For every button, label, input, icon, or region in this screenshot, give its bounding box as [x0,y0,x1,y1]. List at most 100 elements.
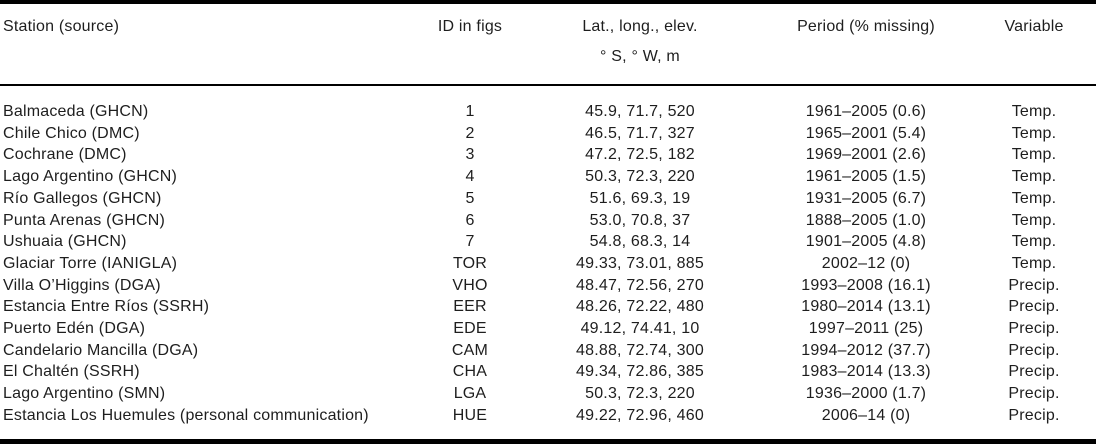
coords-cell: 50.3, 72.3, 220 [585,168,695,186]
col-header-id-units-empty [420,42,520,86]
variable-cell: Precip. [1008,406,1060,424]
coords-cell: 49.22, 72.96, 460 [576,406,704,424]
station-cell: Glaciar Torre (IANIGLA) [3,254,178,272]
variable-cell: Temp. [1011,146,1057,164]
station-cell: Villa O’Higgins (DGA) [3,276,161,294]
header-row-main: Station (source) ID in figs Lat., long.,… [0,4,1096,42]
period-cell: 1980–2014 (13.1) [801,298,931,316]
col-header-variable-units-empty [972,42,1096,86]
coords-cell: 46.5, 71.7, 327 [585,124,695,142]
station-cell: Estancia Los Huemules (personal communic… [3,406,369,424]
table-row: Glaciar Torre (IANIGLA) TOR 49.33, 73.01, … [0,253,1096,275]
variable-cell: Precip. [1008,363,1060,381]
station-cell: Cochrane (DMC) [3,146,127,164]
variable-cell: Temp. [1011,124,1057,142]
col-header-period-units-empty [760,42,972,86]
period-cell: 1936–2000 (1.7) [805,385,927,403]
coords-cell: 51.6, 69.3, 19 [589,189,691,207]
period-cell: 1993–2008 (16.1) [801,276,931,294]
id-cell: 4 [465,168,475,186]
col-header-id: ID in figs [437,18,503,35]
coords-cell: 48.47, 72.56, 270 [576,276,704,294]
period-cell: 1994–2012 (37.7) [801,341,931,359]
period-cell: 1969–2001 (2.6) [805,146,927,164]
period-cell: 1961–2005 (1.5) [805,168,927,186]
station-cell: Puerto Edén (DGA) [3,320,146,338]
station-cell: Lago Argentino (GHCN) [3,168,178,186]
station-cell: Lago Argentino (SMN) [3,385,166,403]
id-cell: 7 [465,233,475,251]
id-cell: VHO [452,276,488,294]
period-cell: 1983–2014 (13.3) [801,363,931,381]
coords-cell: 48.26, 72.22, 480 [576,298,704,316]
id-cell: EDE [453,320,487,338]
id-cell: CHA [452,363,488,381]
table-row: Lago Argentino (SMN) LGA 50.3, 72.3, 220 19… [0,383,1096,405]
coords-cell: 49.34, 72.86, 385 [576,363,704,381]
table-row: Punta Arenas (GHCN) 6 53.0, 70.8, 37 1888–2… [0,210,1096,232]
id-cell: EER [453,298,487,316]
header-row-units: ° S, ° W, m [0,42,1096,86]
id-cell: LGA [453,385,487,403]
coords-cell: 47.2, 72.5, 182 [585,146,695,164]
station-cell: Río Gallegos (GHCN) [3,189,162,207]
col-header-latlong-units: ° S, ° W, m [520,42,760,86]
period-cell: 1997–2011 (25) [808,320,924,338]
station-cell: Candelario Mancilla (DGA) [3,341,199,359]
period-cell: 2006–14 (0) [821,406,911,424]
coords-cell: 49.12, 74.41, 10 [580,320,700,338]
col-header-station-units-empty [0,42,420,86]
id-cell: 1 [465,103,475,120]
col-header-station: Station (source) [3,18,120,35]
variable-cell: Temp. [1011,211,1057,229]
variable-cell: Precip. [1008,276,1060,294]
table-row: Candelario Mancilla (DGA) CAM 48.88, 72.74… [0,340,1096,362]
period-cell: 1901–2005 (4.8) [805,233,927,251]
variable-cell: Precip. [1008,320,1060,338]
table-row: Estancia Entre Ríos (SSRH) EER 48.26, 72.2… [0,296,1096,318]
station-cell: Estancia Entre Ríos (SSRH) [3,298,210,316]
table-body: Balmaceda (GHCN) 1 45.9, 71.7, 520 1961–200… [0,85,1096,427]
coords-cell: 54.8, 68.3, 14 [589,233,691,251]
table-row: Cochrane (DMC) 3 47.2, 72.5, 182 1969–2001 … [0,144,1096,166]
table-row: Puerto Edén (DGA) EDE 49.12, 74.41, 10 1997… [0,318,1096,340]
period-cell: 2002–12 (0) [821,254,911,272]
table-row: Villa O’Higgins (DGA) VHO 48.47, 72.56, 27… [0,275,1096,297]
table-header: Station (source) ID in figs Lat., long.,… [0,4,1096,86]
station-cell: Ushuaia (GHCN) [3,233,127,251]
table-row: Río Gallegos (GHCN) 5 51.6, 69.3, 19 1931–2… [0,188,1096,210]
id-cell: 6 [465,211,475,229]
station-cell: Punta Arenas (GHCN) [3,211,166,229]
variable-cell: Temp. [1011,254,1057,272]
variable-cell: Temp. [1011,233,1057,251]
station-cell: Balmaceda (GHCN) [3,103,149,120]
coords-cell: 53.0, 70.8, 37 [589,211,691,229]
station-cell: El Chaltén (SSRH) [3,363,140,381]
table-row: Lago Argentino (GHCN) 4 50.3, 72.3, 220 196… [0,166,1096,188]
id-cell: 3 [465,146,475,164]
variable-cell: Precip. [1008,298,1060,316]
variable-cell: Temp. [1011,103,1057,120]
period-cell: 1931–2005 (6.7) [805,189,927,207]
table-row: El Chaltén (SSRH) CHA 49.34, 72.86, 385 198… [0,361,1096,383]
id-cell: 5 [465,189,475,207]
id-cell: 2 [465,124,475,142]
table-row: Balmaceda (GHCN) 1 45.9, 71.7, 520 1961–200… [0,85,1096,123]
table-row: Chile Chico (DMC) 2 46.5, 71.7, 327 1965–20… [0,123,1096,145]
variable-cell: Temp. [1011,168,1057,186]
station-cell: Chile Chico (DMC) [3,124,140,142]
variable-cell: Precip. [1008,385,1060,403]
id-cell: CAM [451,341,489,359]
col-header-variable: Variable [1004,18,1064,35]
id-cell: TOR [452,254,488,272]
variable-cell: Precip. [1008,341,1060,359]
station-table: Station (source) ID in figs Lat., long.,… [0,4,1096,427]
id-cell: HUE [452,406,488,424]
variable-cell: Temp. [1011,189,1057,207]
coords-cell: 45.9, 71.7, 520 [585,103,695,120]
period-cell: 1965–2001 (5.4) [805,124,927,142]
col-header-period: Period (% missing) [797,18,935,35]
coords-cell: 50.3, 72.3, 220 [585,385,695,403]
